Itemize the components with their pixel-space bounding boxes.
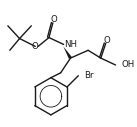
- Text: O: O: [50, 15, 57, 24]
- Text: NH: NH: [65, 40, 78, 49]
- Text: O: O: [32, 42, 39, 51]
- Text: O: O: [103, 36, 110, 45]
- Text: Br: Br: [84, 71, 94, 80]
- Text: OH: OH: [121, 60, 135, 69]
- Polygon shape: [63, 46, 72, 59]
